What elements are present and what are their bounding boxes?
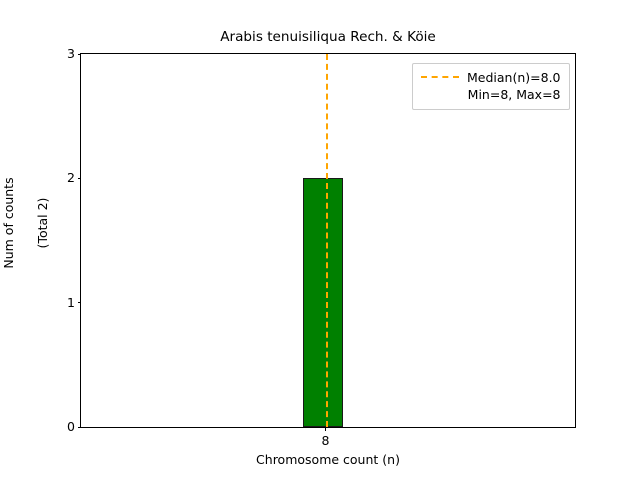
y-tickmark xyxy=(77,53,81,55)
bar-chromosome-8 xyxy=(303,178,343,427)
y-tickmark xyxy=(77,426,81,428)
y-tickmark xyxy=(77,177,81,179)
x-tickmark xyxy=(325,427,327,431)
y-axis-label-line1: Num of counts xyxy=(1,177,16,269)
plot-canvas xyxy=(81,54,575,427)
y-ticklabel: 3 xyxy=(67,46,75,61)
y-tickmark xyxy=(77,302,81,304)
plot-axes: 0 1 2 3 8 Median(n)=8.0 xyxy=(67,46,576,448)
legend: Median(n)=8.0 Min=8, Max=8 xyxy=(412,63,570,110)
legend-text-block: Median(n)=8.0 Min=8, Max=8 xyxy=(467,69,561,103)
y-ticklabel: 0 xyxy=(67,419,75,434)
y-ticklabel: 1 xyxy=(67,294,75,310)
y-ticklabel: 2 xyxy=(67,170,75,186)
median-line xyxy=(325,54,328,427)
x-ticklabel: 8 xyxy=(321,433,330,448)
y-axis-label-line2: (Total 2) xyxy=(35,197,50,249)
legend-dashed-line-icon xyxy=(421,69,459,85)
legend-label-median: Median(n)=8.0 xyxy=(467,70,561,85)
legend-row: Median(n)=8.0 Min=8, Max=8 xyxy=(421,69,561,103)
y-axis-label: Num of counts (Total 2) xyxy=(0,36,50,411)
chart-title: Arabis tenuisiliqua Rech. & Köie xyxy=(220,29,436,45)
legend-label-minmax: Min=8, Max=8 xyxy=(467,87,561,102)
x-axis-label: Chromosome count (n) xyxy=(256,452,400,467)
